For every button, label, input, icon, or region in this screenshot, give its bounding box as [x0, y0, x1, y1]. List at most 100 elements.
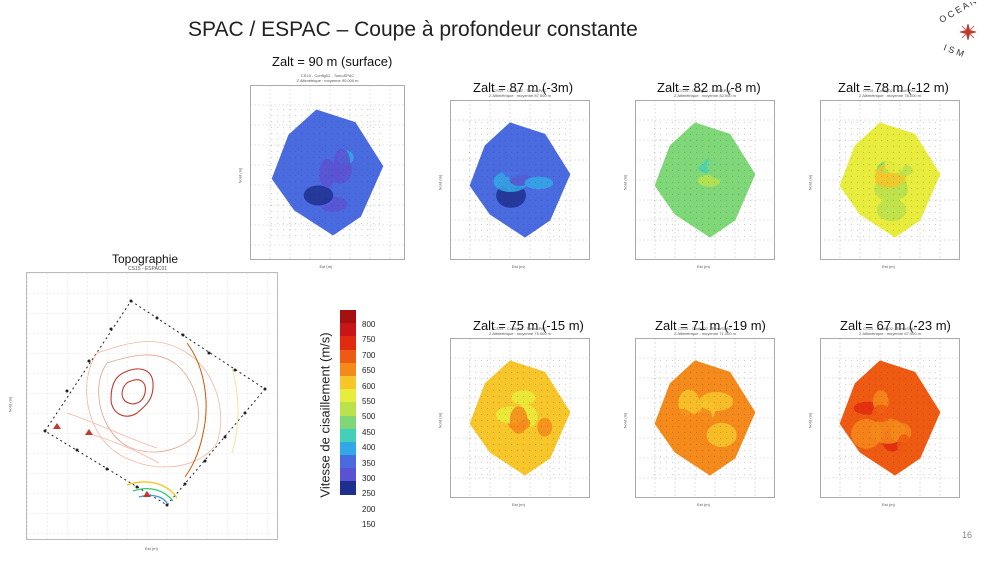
measure-point [845, 413, 847, 415]
measure-point [367, 115, 369, 116]
measure-point [319, 181, 321, 182]
measure-point [923, 205, 925, 207]
measure-point [750, 199, 752, 201]
measure-point [684, 437, 686, 439]
measure-point [331, 235, 333, 236]
measure-point [678, 151, 680, 153]
measure-point [672, 175, 674, 177]
measure-point [301, 235, 303, 236]
measure-point [869, 425, 871, 427]
measure-point [708, 223, 710, 225]
measure-point [493, 389, 495, 391]
measure-point [929, 223, 931, 225]
measure-point [361, 127, 363, 128]
measure-point [720, 371, 722, 373]
measure-point [714, 181, 716, 183]
measure-point [349, 211, 351, 212]
measure-point [678, 461, 680, 463]
measure-point [529, 467, 531, 469]
measure-point [511, 473, 513, 475]
measure-point [887, 217, 889, 219]
measure-point [726, 175, 728, 177]
measure-point [845, 127, 847, 129]
measure-point [690, 371, 692, 373]
measure-point [565, 383, 567, 385]
measure-point [678, 365, 680, 367]
measure-point [708, 133, 710, 135]
measure-point [361, 217, 363, 218]
measure-point [893, 127, 895, 129]
measure-point [547, 151, 549, 153]
measure-point [911, 169, 913, 171]
measure-point [511, 169, 513, 171]
measure-point [307, 217, 309, 218]
measure-point [875, 377, 877, 379]
measure-point [535, 359, 537, 361]
measure-point [863, 383, 865, 385]
measure-point [839, 163, 841, 165]
measure-point [505, 229, 507, 231]
measure-point [271, 187, 273, 188]
measure-point [666, 169, 668, 171]
measure-point [666, 377, 668, 379]
measure-point [654, 133, 656, 135]
measure-point [493, 175, 495, 177]
measure-point [301, 187, 303, 188]
measure-point [857, 205, 859, 207]
measure-point [929, 395, 931, 397]
oceanism-logo: O C E A N I S M [937, 2, 978, 59]
measure-point [295, 193, 297, 194]
measure-point [839, 157, 841, 159]
measure-point [875, 175, 877, 177]
measure-point [935, 211, 937, 213]
measure-point [337, 121, 339, 122]
measure-point [881, 467, 883, 469]
measure-point [696, 359, 698, 361]
measure-point [881, 127, 883, 129]
measure-point [331, 157, 333, 158]
measure-point [331, 175, 333, 176]
compass-rose-icon [959, 23, 977, 41]
measure-point [726, 401, 728, 403]
measure-point [726, 181, 728, 183]
measure-point [732, 437, 734, 439]
measure-point [714, 223, 716, 225]
measure-point [553, 401, 555, 403]
measure-point [726, 377, 728, 379]
measure-point [935, 377, 937, 379]
measure-point [469, 181, 471, 183]
measure-point [469, 127, 471, 129]
measure-point [529, 413, 531, 415]
measure-point [517, 425, 519, 427]
measure-point [720, 425, 722, 427]
measure-point [541, 127, 543, 129]
measure-point [523, 205, 525, 207]
measure-point [857, 407, 859, 409]
measure-point [505, 389, 507, 391]
measure-point [547, 169, 549, 171]
measure-point [547, 395, 549, 397]
topography-frame [26, 272, 278, 540]
measure-point [529, 449, 531, 451]
map-caption-line: Z Altimétrique : moyenne 87.000 m [488, 93, 552, 98]
measure-point [881, 437, 883, 439]
measure-point [499, 223, 501, 225]
measure-point [863, 449, 865, 451]
measure-point [899, 181, 901, 183]
measure-point [373, 163, 375, 164]
measure-point [565, 461, 567, 463]
measure-point [499, 371, 501, 373]
measure-point [559, 383, 561, 385]
measure-point [923, 169, 925, 171]
measure-point [929, 407, 931, 409]
measure-point [857, 235, 859, 237]
measure-point [523, 455, 525, 457]
measure-point [714, 163, 716, 165]
measure-point [493, 401, 495, 403]
measure-point [361, 199, 363, 200]
measure-point [714, 401, 716, 403]
measure-point [481, 431, 483, 433]
measure-point [301, 193, 303, 194]
measure-point [738, 175, 740, 177]
colorscale-tick-label: 550 [362, 397, 376, 406]
